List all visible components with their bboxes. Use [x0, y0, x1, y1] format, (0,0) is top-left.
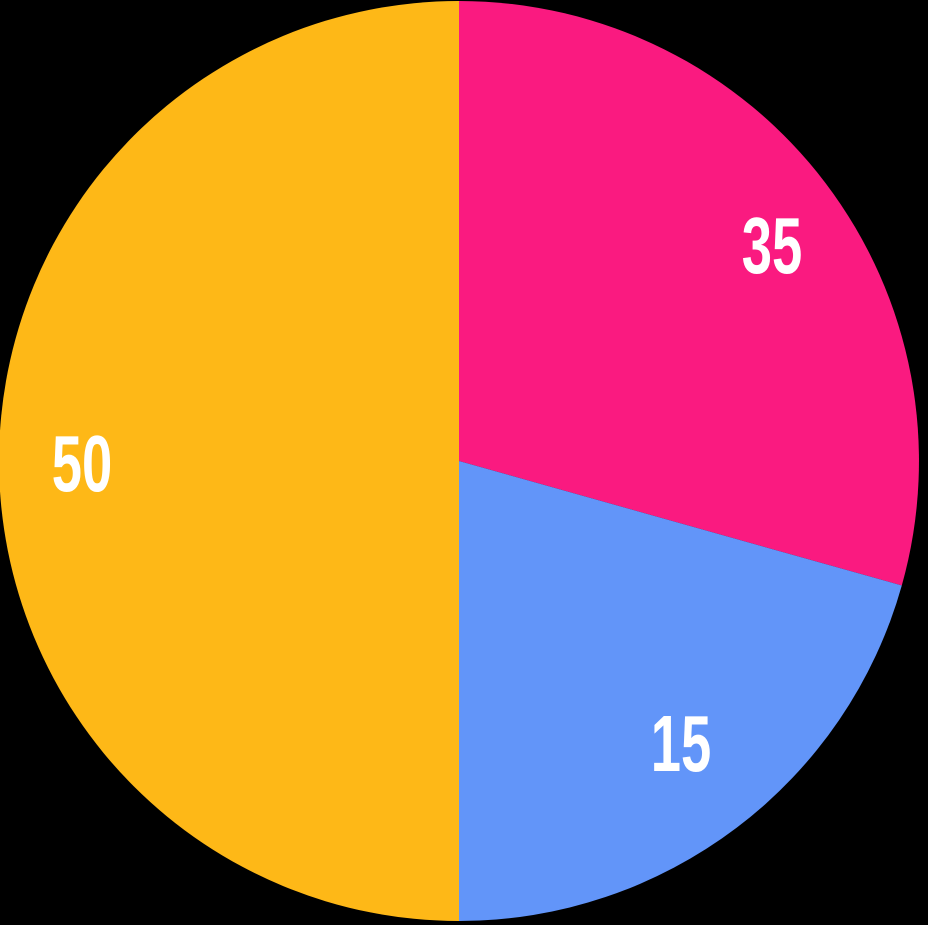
pie-slice-label-15: 15: [651, 700, 711, 789]
pie-slice-label-50: 50: [52, 420, 112, 509]
pie-slice-label-35: 35: [742, 202, 802, 291]
pie-slice-50: [0, 1, 459, 921]
pie-slice-35: [459, 1, 919, 586]
pie-slice-15: [459, 461, 902, 921]
